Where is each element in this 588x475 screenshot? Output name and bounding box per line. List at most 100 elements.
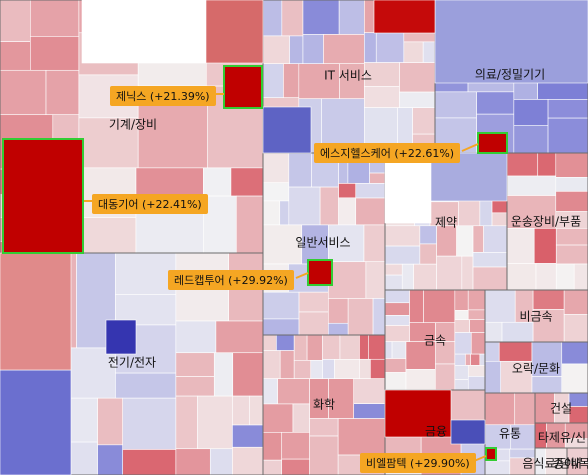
stock-tile: [293, 334, 308, 361]
stock-tile: [391, 341, 407, 359]
stock-tile: [353, 403, 386, 419]
stock-tile: [472, 225, 484, 253]
stock-tile: [555, 177, 588, 192]
stock-tile: [310, 360, 323, 379]
stock-tile: [81, 0, 207, 64]
stock-tile: [262, 200, 281, 226]
callout-leader-line: [461, 143, 479, 152]
stock-tile: [465, 353, 471, 366]
stock-tile: [434, 91, 477, 119]
stock-tile: [436, 225, 457, 257]
stock-tile: [469, 319, 486, 333]
stock-tile: [230, 167, 264, 197]
stock-tile: [115, 252, 177, 295]
stock-tile: [328, 298, 349, 324]
stock-tile: [401, 263, 414, 291]
stock-tile: [355, 197, 386, 226]
stock-tile: [546, 422, 566, 449]
stock-tile: [262, 403, 294, 433]
stock-tile: [568, 392, 588, 407]
stock-tile: [363, 224, 386, 263]
stock-tile: [384, 245, 421, 265]
stock-tile: [555, 152, 588, 178]
stock-tile: [405, 341, 436, 370]
stock-tile: [545, 447, 568, 475]
stock-tile: [399, 62, 436, 93]
stock-tile: [359, 358, 371, 379]
stock-tile: [353, 378, 386, 404]
stock-tile: [0, 252, 72, 371]
stock-tile: [232, 424, 264, 448]
stock-tile: [484, 321, 503, 343]
stock-tile: [461, 255, 474, 291]
stock-tile: [436, 255, 463, 291]
stock-tile: [454, 289, 469, 311]
stock-tile: [262, 350, 281, 379]
stock-tile: [533, 228, 557, 264]
stock-tile: [384, 325, 410, 342]
stock-tile: [454, 332, 472, 355]
stock-tile: [288, 186, 321, 226]
stock-tile: [197, 395, 233, 450]
stock-tile: [454, 379, 469, 391]
stock-tile: [484, 341, 500, 362]
stock-tile: [339, 63, 365, 100]
stock-tile: [506, 263, 537, 291]
stock-tile: [458, 198, 481, 227]
stock-tile: [479, 198, 493, 227]
stock-tile: [0, 41, 31, 71]
stock-tile: [364, 32, 377, 63]
stock-tile: [483, 225, 508, 253]
stock-tile: [339, 334, 360, 360]
stock-tile: [249, 395, 264, 426]
callout-daedong-gear: 대동기어 (+22.41%): [92, 194, 208, 214]
stock-tile: [262, 318, 300, 336]
stock-tile: [337, 418, 386, 456]
highlight-tile-bl-pharmtech: [485, 447, 497, 461]
stock-tile: [472, 266, 508, 291]
stock-tile: [355, 183, 386, 199]
highlight-tile-daedong-gear: [2, 138, 84, 254]
stock-tile: [359, 334, 369, 360]
stock-tile: [450, 419, 486, 445]
callout-leader-line: [473, 455, 487, 462]
stock-tile: [289, 35, 304, 65]
stock-tile: [534, 447, 546, 475]
stock-tile: [384, 289, 410, 304]
stock-tile: [534, 422, 547, 449]
stock-tile: [276, 334, 295, 351]
stock-tile: [373, 0, 436, 34]
stock-tile: [476, 91, 515, 115]
stock-tile: [281, 458, 310, 475]
stock-tile: [262, 152, 290, 184]
callout-sg-healthcare: 에스지헬스케어 (+22.61%): [314, 143, 461, 163]
stock-tile: [384, 315, 410, 326]
stock-tile: [277, 378, 310, 405]
stock-tile: [564, 438, 588, 449]
stock-tile: [262, 432, 283, 461]
stock-tile: [262, 0, 283, 37]
stock-tile: [563, 314, 588, 343]
stock-tile: [514, 392, 536, 426]
stock-tile: [298, 291, 329, 313]
stock-tile: [175, 395, 198, 450]
stock-tile: [45, 69, 80, 116]
stock-tile: [456, 225, 474, 257]
callout-jenix: 제닉스 (+21.39%): [110, 86, 216, 106]
stock-tile: [338, 197, 357, 226]
stock-tile: [334, 359, 360, 379]
stock-tile: [547, 117, 588, 154]
stock-tile: [365, 261, 386, 299]
stock-tile: [283, 63, 300, 99]
highlight-tile-jenix: [223, 65, 263, 109]
stock-tile: [369, 172, 386, 184]
stock-tile: [293, 360, 312, 379]
stock-tile: [384, 302, 410, 316]
stock-tile: [281, 432, 310, 460]
stock-tile: [328, 224, 365, 263]
stock-tile: [262, 224, 303, 265]
stock-tile: [298, 311, 329, 336]
stock-tile: [405, 369, 436, 391]
stock-tile: [262, 334, 277, 351]
stock-tile: [203, 195, 237, 254]
